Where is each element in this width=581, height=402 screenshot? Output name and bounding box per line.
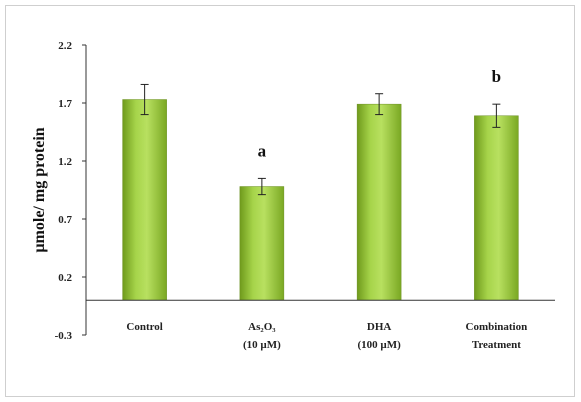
x-tick-label: Treatment — [472, 339, 521, 351]
x-tick-label: (100 µM) — [357, 339, 401, 351]
bar — [239, 186, 285, 301]
y-tick-label: 2.2 — [58, 40, 72, 52]
significance-label: b — [492, 67, 501, 86]
y-tick-label: 0.2 — [58, 272, 72, 284]
y-axis-title: µmole/ mg protein — [31, 127, 48, 252]
y-tick-label: 1.7 — [58, 98, 72, 110]
bar — [474, 115, 519, 301]
x-tick-label: Control — [126, 321, 162, 333]
significance-label: a — [258, 141, 267, 160]
bar — [356, 103, 402, 301]
y-tick-label: 1.2 — [58, 156, 72, 168]
x-tick-label: DHA — [367, 321, 392, 333]
x-tick-label: As₂O₃ — [248, 321, 276, 333]
x-tick-label: (10 µM) — [243, 339, 281, 351]
x-tick-label: Combination — [466, 321, 528, 333]
bar — [122, 99, 167, 301]
y-tick-label: -0.3 — [55, 330, 73, 342]
y-tick-label: 0.7 — [58, 214, 72, 226]
